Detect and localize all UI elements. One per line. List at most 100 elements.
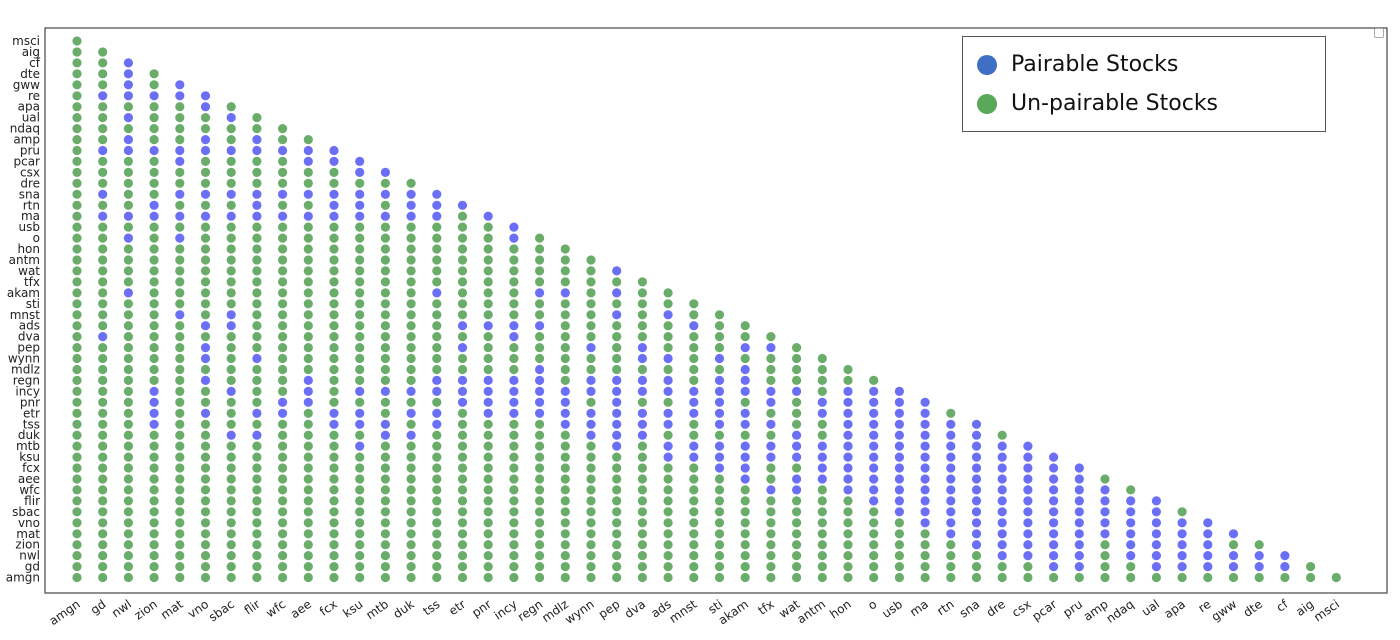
point-nwl-antm: [123, 255, 133, 265]
point-fcx-dre: [329, 178, 339, 188]
point-vno-mnst: [200, 310, 211, 320]
y-tick-label: ndaq: [10, 122, 40, 136]
point-zion-mtb: [149, 441, 159, 451]
point-dre-zion: [997, 540, 1007, 550]
point-aee-csx: [303, 167, 313, 177]
point-flir-gd: [252, 562, 262, 572]
point-etr-regn: [457, 375, 468, 385]
point-gd-o: [98, 233, 108, 243]
x-tick-label: mnst: [667, 597, 700, 626]
point-tfx-mat: [766, 529, 776, 539]
point-zion-apa: [149, 102, 159, 112]
point-incy-pnr: [509, 397, 519, 407]
point-zion-dte: [149, 69, 159, 79]
point-tfx-mdlz: [766, 364, 776, 375]
point-zion-csx: [149, 167, 159, 177]
point-fcx-wynn: [329, 353, 339, 364]
point-aee-regn: [303, 375, 313, 385]
point-wynn-mnst: [586, 310, 596, 320]
point-regn-wat: [535, 266, 545, 276]
point-flir-aee: [252, 474, 262, 484]
point-fcx-antm: [329, 255, 339, 265]
point-amgn-mtb: [72, 441, 82, 451]
point-gd-wfc: [98, 485, 108, 495]
point-duk-amgn: [406, 572, 416, 583]
point-zion-o: [149, 233, 159, 243]
point-mdlz-sbac: [560, 507, 570, 517]
point-flir-csx: [252, 167, 262, 177]
point-etr-tss: [457, 419, 468, 429]
point-fcx-mtb: [329, 441, 339, 451]
point-duk-mdlz: [406, 364, 416, 375]
point-usb-fcx: [894, 463, 905, 473]
point-incy-mtb: [509, 441, 519, 451]
x-tick-label: mtb: [363, 597, 391, 622]
point-ksu-wfc: [355, 485, 365, 495]
point-ual-vno: [1151, 518, 1161, 528]
point-zion-nwl: [149, 551, 159, 561]
x-tick-label: wfc: [263, 597, 288, 620]
point-flir-wynn: [252, 353, 262, 364]
point-tss-sna: [432, 189, 442, 199]
point-sbac-mtb: [226, 441, 236, 451]
point-wynn-vno: [586, 518, 596, 528]
point-wat-gd: [792, 562, 802, 572]
point-nwl-usb: [123, 222, 133, 232]
point-sti-aee: [714, 474, 725, 484]
point-mnst-sti: [689, 299, 699, 309]
point-regn-fcx: [535, 463, 545, 473]
point-sbac-o: [226, 233, 236, 243]
point-mat-dva: [175, 332, 185, 342]
point-wat-mdlz: [792, 364, 802, 375]
point-regn-regn: [535, 375, 545, 385]
point-mtb-wynn: [380, 353, 390, 364]
point-flir-mnst: [252, 310, 262, 320]
point-tss-sti: [432, 299, 442, 309]
point-mat-sbac: [175, 507, 185, 517]
point-dva-nwl: [637, 551, 648, 561]
point-nwl-csx: [123, 167, 133, 177]
point-pep-tfx: [612, 277, 622, 287]
point-etr-akam: [457, 288, 468, 298]
point-flir-mtb: [252, 441, 262, 451]
point-amp-aee: [1100, 474, 1110, 484]
point-dva-wynn: [637, 353, 648, 364]
point-akam-flir: [740, 496, 750, 506]
point-fcx-csx: [329, 167, 339, 177]
point-apa-sbac: [1177, 507, 1187, 517]
point-sna-zion: [971, 540, 982, 550]
point-amgn-nwl: [72, 551, 82, 561]
point-aee-usb: [303, 222, 313, 232]
point-dre-vno: [997, 518, 1007, 528]
point-amgn-pep: [72, 343, 82, 353]
point-vno-pnr: [200, 397, 211, 407]
point-etr-o: [457, 233, 468, 243]
point-usb-sbac: [894, 507, 905, 517]
point-antm-vno: [817, 518, 827, 528]
point-flir-rtn: [252, 200, 262, 210]
point-gd-wat: [98, 266, 108, 276]
y-tick-label: wat: [18, 264, 40, 278]
point-etr-amgn: [457, 572, 468, 583]
point-zion-vno: [149, 518, 159, 528]
point-o-wfc: [869, 485, 879, 495]
y-tick-label: fcx: [22, 461, 40, 475]
point-csx-vno: [1023, 518, 1033, 528]
point-regn-wynn: [535, 353, 545, 364]
point-mat-flir: [175, 496, 185, 506]
point-mdlz-hon: [560, 244, 570, 254]
point-ksu-dva: [355, 332, 365, 342]
point-zion-ual: [149, 113, 159, 123]
point-vno-pep: [200, 343, 211, 353]
point-ma-zion: [920, 540, 930, 550]
point-apa-zion: [1177, 540, 1187, 550]
point-sbac-wat: [226, 266, 236, 276]
point-tss-zion: [432, 540, 442, 550]
point-mdlz-mdlz: [560, 364, 570, 375]
point-ual-zion: [1151, 540, 1161, 550]
x-tick-label: etr: [446, 597, 468, 618]
point-mtb-akam: [380, 288, 390, 298]
point-gd-cf: [98, 58, 108, 68]
point-nwl-sna: [123, 189, 133, 199]
point-akam-dva: [740, 332, 750, 342]
